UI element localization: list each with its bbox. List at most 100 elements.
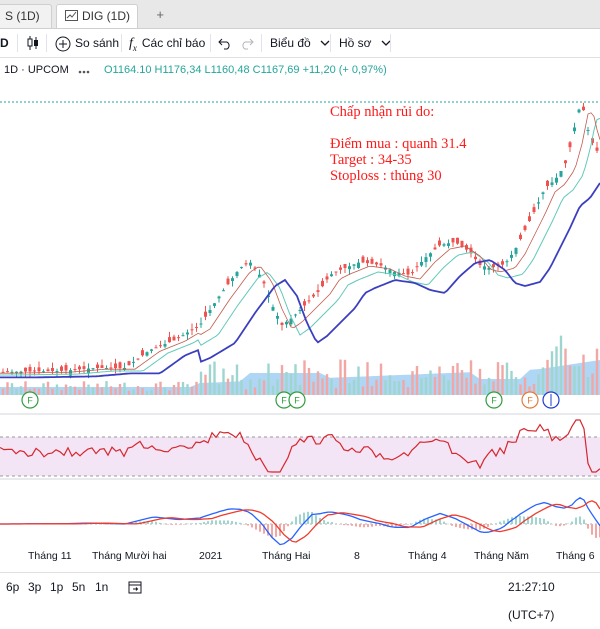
chart-style-button[interactable] [26,29,44,57]
volume-bar [280,365,284,395]
macd-histogram-bar [447,523,449,525]
range-button[interactable]: 3p [28,580,42,594]
candle-body [136,358,140,360]
macd-histogram-bar [371,524,373,527]
candle-body [492,264,495,268]
volume-bar [438,366,441,395]
annotation-title: Chấp nhận rủi do: [330,104,435,120]
volume-bar [172,384,176,395]
candle-body [226,278,230,285]
annotation-spacer [330,120,467,136]
volume-bar [384,380,387,395]
candle-body [199,323,203,325]
volume-bar [249,379,252,395]
volume-bar [582,354,585,395]
volume-bar [339,359,342,395]
candle-body [96,364,99,368]
volume-bar [114,388,117,395]
macd-histogram-bar [263,524,265,534]
volume-bar [87,384,90,395]
candle-body [321,280,324,287]
candle-body [415,266,419,268]
range-button[interactable]: 1n [95,580,109,594]
tab-dig-chart[interactable]: DIG (1D) [56,4,138,28]
macd-histogram-bar [183,524,185,525]
volume-bar [10,383,14,395]
volume-bar [78,389,81,395]
volume-bar [478,368,482,395]
candle-body [550,182,554,185]
candle-body [276,316,279,319]
candle-body [222,290,225,292]
volume-bar [325,374,329,395]
indicators-button[interactable]: fx Các chỉ báo [129,29,205,57]
volume-bar [159,381,162,395]
volume-area [0,360,600,395]
macd-histogram-bar [247,524,249,526]
divider [17,34,18,52]
volume-bar [217,384,221,395]
candle-body [267,295,270,298]
candles-icon [27,36,38,50]
undo-button[interactable] [218,29,234,57]
volume-bar [550,351,554,395]
volume-bar [361,386,365,395]
chart-tab-icon [65,6,78,28]
macd-histogram-bar [299,514,301,524]
macd-histogram-bar [575,517,577,524]
macd-histogram-bar [403,524,405,525]
profile-menu[interactable]: Hồ sơ [339,29,391,57]
macd-histogram-bar [591,524,593,535]
candle-body [78,366,81,370]
volume-bar [514,377,518,395]
macd-histogram-bar [179,524,181,525]
volume-bar [370,385,374,395]
chevron-down-icon [320,40,330,46]
macd-histogram-bar [155,521,157,524]
volume-bar [271,385,275,395]
legend-dots-icon[interactable] [78,69,90,75]
macd-histogram-bar [259,524,261,532]
macd-histogram-bar [255,524,257,530]
candle-body [429,253,432,257]
volume-bar [64,384,68,395]
volume-bar [312,381,315,395]
candle-body [235,272,239,277]
volume-bar [487,377,491,395]
macd-histogram-bar [515,516,517,524]
volume-bar [411,371,414,395]
range-button[interactable]: 1p [50,580,64,594]
candle-body [451,238,455,243]
volume-bar [6,382,9,395]
macd-histogram-bar [467,524,469,530]
volume-bar [42,383,45,395]
new-tab-button[interactable]: + [146,4,168,28]
tab-bar: S (1D) DIG (1D) + [0,0,600,29]
x-axis-label: 8 [354,550,360,562]
volume-bar [150,389,153,395]
date-range-button[interactable] [128,573,148,601]
volume-bar [33,388,36,395]
range-button[interactable]: 6p [6,580,20,594]
candle-body [249,262,252,266]
candle-body [402,273,405,275]
tab-previous-chart[interactable]: S (1D) [0,4,52,28]
interval-button[interactable]: D [0,29,9,57]
range-button[interactable]: 5n [72,580,86,594]
chart-toolbar: D So sánh fx Các chỉ báo Biểu đồ Hồ sơ [0,29,600,58]
volume-bar [528,386,531,395]
macd-histogram-bar [219,520,221,524]
ohlc-values: O1164.10 H1176,34 L1160,48 C1167,69 +11,… [104,64,387,76]
chart-type-menu[interactable]: Biểu đồ [270,29,330,57]
candle-body [370,258,374,264]
macd-histogram-bar [495,523,497,524]
redo-button[interactable] [240,29,256,57]
macd-histogram-bar [287,524,289,527]
macd-histogram-bar [203,521,205,524]
macd-histogram-bar [351,524,353,526]
macd-histogram-bar [367,524,369,528]
volume-bar [303,360,306,395]
compare-button[interactable]: So sánh [55,29,119,57]
macd-histogram-bar [167,524,169,525]
